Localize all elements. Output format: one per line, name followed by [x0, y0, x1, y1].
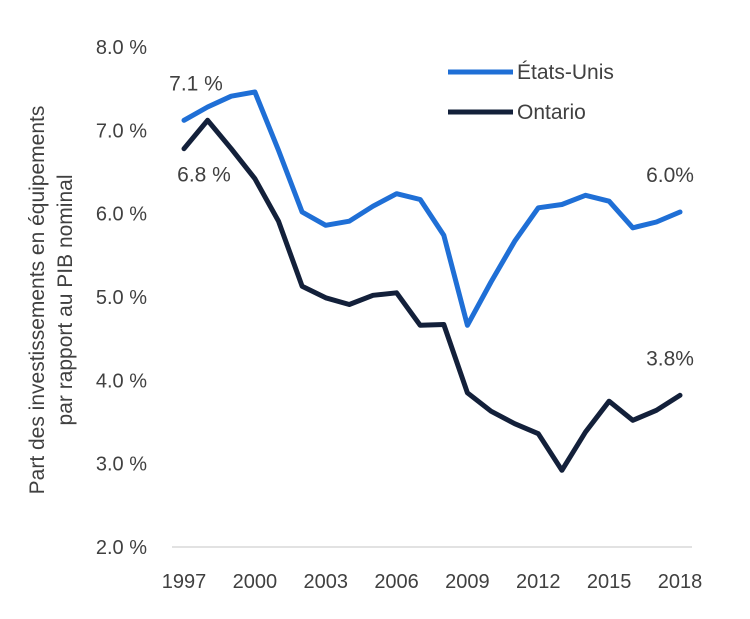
x-tick-label: 2015 — [587, 571, 632, 593]
legend-label: États-Unis — [517, 61, 614, 84]
data-label: 7.1 % — [169, 72, 223, 95]
series-line-ontario — [181, 117, 683, 473]
y-tick-label: 5.0 % — [96, 287, 147, 309]
series-lines — [181, 89, 683, 473]
x-tick-label: 2018 — [658, 571, 703, 593]
y-axis-label-group: Part des investissements en équipements p… — [26, 106, 77, 495]
y-tick-label: 2.0 % — [96, 537, 147, 559]
x-tick-label: 1997 — [162, 571, 207, 593]
y-axis-label-line: par rapport au PIB nominal — [54, 175, 77, 426]
y-tick-label: 8.0 % — [96, 37, 147, 59]
x-tick-label: 2012 — [516, 571, 561, 593]
y-tick-label: 3.0 % — [96, 454, 147, 476]
y-axis-ticks: 2.0 % 3.0 % 4.0 % 5.0 % 6.0 % 7.0 % 8.0 % — [96, 37, 147, 559]
x-axis-ticks: 1997 2000 2003 2006 2009 2012 2015 2018 — [162, 571, 703, 593]
data-labels: 7.1 % 6.8 % 6.0% 3.8% — [169, 72, 694, 370]
y-tick-label: 6.0 % — [96, 204, 147, 226]
legend: États-Unis Ontario — [448, 61, 614, 124]
data-label: 3.8% — [646, 347, 694, 370]
x-tick-label: 2009 — [445, 571, 490, 593]
data-label: 6.0% — [646, 164, 694, 187]
y-axis-label-line: Part des investissements en équipements — [26, 106, 49, 495]
y-tick-label: 4.0 % — [96, 370, 147, 392]
data-label: 6.8 % — [177, 164, 231, 187]
x-tick-label: 2006 — [374, 571, 419, 593]
series-line-etats-unis — [181, 89, 683, 328]
x-tick-label: 2003 — [303, 571, 348, 593]
x-tick-label: 2000 — [233, 571, 278, 593]
y-tick-label: 7.0 % — [96, 120, 147, 142]
legend-label: Ontario — [517, 101, 586, 124]
